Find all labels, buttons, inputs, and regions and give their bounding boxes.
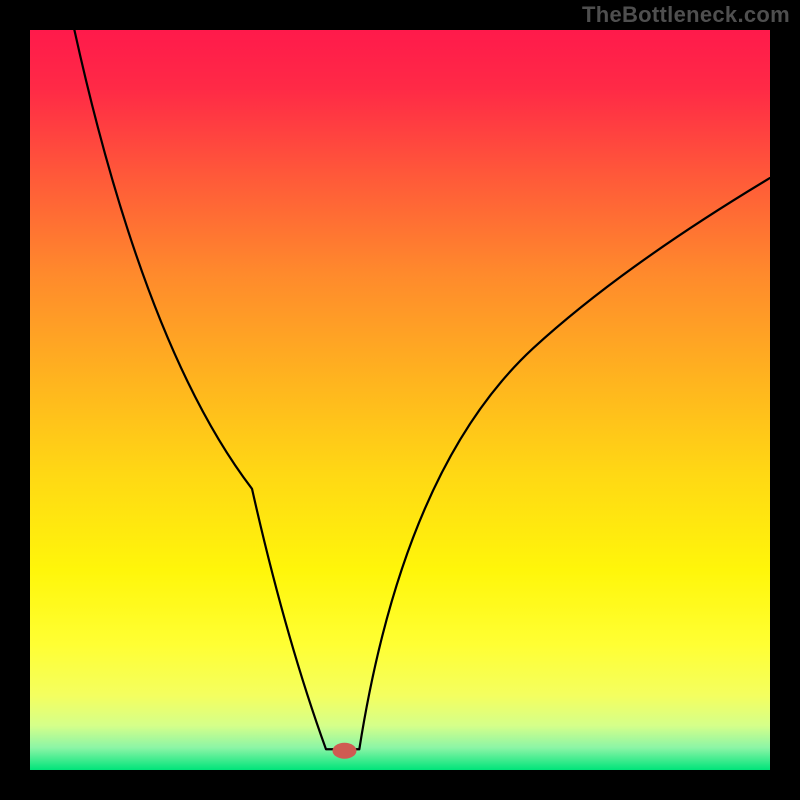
bottleneck-chart bbox=[0, 0, 800, 800]
chart-container: TheBottleneck.com bbox=[0, 0, 800, 800]
plot-background-gradient bbox=[30, 30, 770, 770]
optimal-point-marker bbox=[333, 743, 357, 759]
watermark-text: TheBottleneck.com bbox=[582, 2, 790, 28]
